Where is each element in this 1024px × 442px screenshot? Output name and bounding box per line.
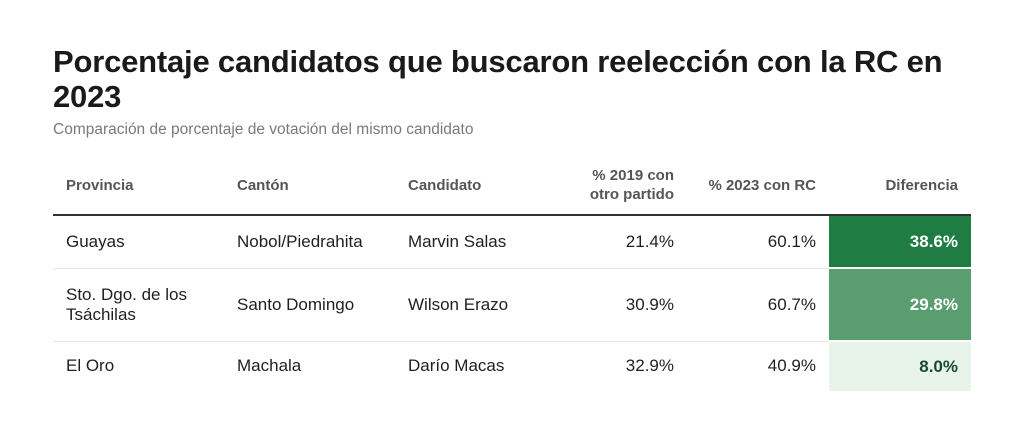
cell-diferencia: 29.8% (829, 268, 971, 342)
page-subtitle: Comparación de porcentaje de votación de… (53, 121, 474, 138)
table-row: Guayas Nobol/Piedrahita Marvin Salas 21.… (53, 215, 971, 269)
cell-provincia: Sto. Dgo. de los Tsáchilas (53, 268, 224, 342)
cell-pct-2023: 60.7% (687, 268, 829, 342)
header-pct-2023: % 2023 con RC (687, 156, 829, 216)
table-header: Provincia Cantón Candidato % 2019 con ot… (53, 156, 971, 216)
header-candidato: Candidato (395, 156, 546, 216)
cell-pct-2019: 21.4% (546, 215, 687, 269)
cell-provincia: El Oro (66, 356, 115, 376)
data-table: Provincia Cantón Candidato % 2019 con ot… (53, 156, 971, 391)
cell-diferencia: 38.6% (829, 215, 971, 269)
table-row: El Oro Machala Darío Macas 32.9% 40.9% 8… (53, 341, 971, 391)
page-title: Porcentaje candidatos que buscaron reele… (53, 44, 943, 114)
cell-pct-2023: 40.9% (767, 356, 816, 376)
cell-candidato: Wilson Erazo (395, 268, 546, 342)
cell-provincia: Guayas (53, 215, 224, 269)
table-card: Porcentaje candidatos que buscaron reele… (53, 44, 971, 391)
cell-candidato: Marvin Salas (395, 215, 546, 269)
cell-candidato: Darío Macas (408, 356, 505, 376)
cell-canton: Santo Domingo (224, 268, 395, 342)
cell-canton: Machala (237, 356, 302, 376)
header-row: Provincia Cantón Candidato % 2019 con ot… (53, 156, 971, 216)
cell-canton: Nobol/Piedrahita (224, 215, 395, 269)
cell-diferencia: 8.0% (829, 341, 971, 391)
table-body: Guayas Nobol/Piedrahita Marvin Salas 21.… (53, 215, 971, 391)
header-provincia: Provincia (53, 156, 224, 216)
table-row: Sto. Dgo. de los Tsáchilas Santo Domingo… (53, 268, 971, 342)
header-pct-2019: % 2019 con otro partido (546, 156, 687, 216)
header-diferencia: Diferencia (829, 156, 971, 216)
cell-pct-2019: 30.9% (546, 268, 687, 342)
cell-pct-2019: 32.9% (625, 356, 674, 376)
header-canton: Cantón (224, 156, 395, 216)
cell-pct-2023: 60.1% (687, 215, 829, 269)
